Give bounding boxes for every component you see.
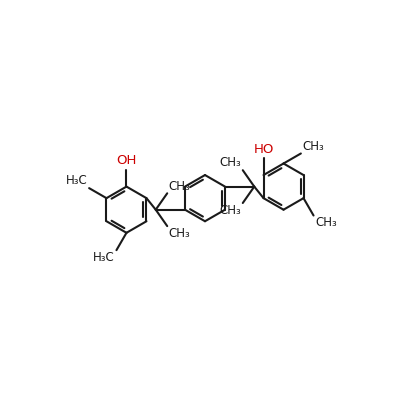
Text: OH: OH [116, 154, 137, 167]
Text: H₃C: H₃C [66, 174, 88, 187]
Text: HO: HO [253, 143, 274, 156]
Text: CH₃: CH₃ [302, 140, 324, 153]
Text: CH₃: CH₃ [169, 227, 190, 240]
Text: CH₃: CH₃ [315, 216, 337, 229]
Text: CH₃: CH₃ [220, 204, 241, 217]
Text: H₃C: H₃C [93, 251, 115, 264]
Text: CH₃: CH₃ [220, 156, 241, 170]
Text: CH₃: CH₃ [169, 180, 190, 192]
